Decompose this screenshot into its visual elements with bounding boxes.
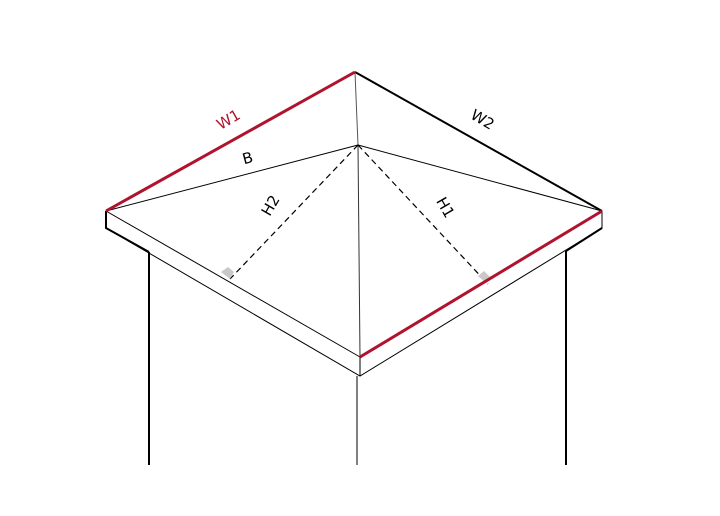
label-w1: W1 xyxy=(213,106,243,134)
edge-front-right xyxy=(359,209,603,359)
hip-right xyxy=(357,144,603,212)
label-h1: H1 xyxy=(432,194,458,221)
label-w2: W2 xyxy=(467,106,497,134)
hip-top xyxy=(354,71,359,146)
right-angle-marker-h2 xyxy=(221,267,234,279)
cap-right-bottom-edge xyxy=(565,227,603,252)
edge-w1 xyxy=(105,70,356,213)
label-b: B xyxy=(240,148,255,168)
height-h2-line xyxy=(229,144,359,280)
hip-left-b xyxy=(105,144,359,212)
cap-front-bottom xyxy=(105,211,603,377)
edge-w2 xyxy=(354,71,603,212)
height-h1-line xyxy=(357,144,489,285)
edge-front-left xyxy=(105,210,361,358)
hip-front xyxy=(357,144,361,358)
label-h2: H2 xyxy=(258,192,284,219)
